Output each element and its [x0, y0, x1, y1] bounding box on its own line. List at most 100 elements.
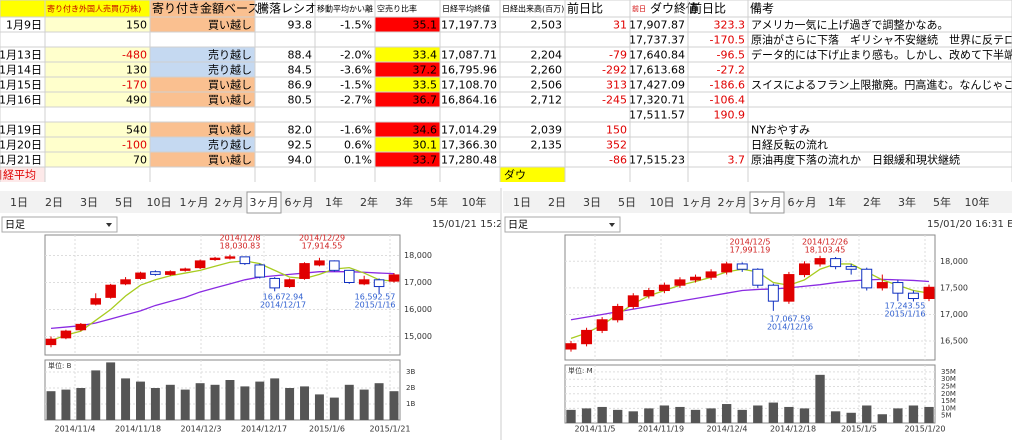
- tab[interactable]: 1ヶ月: [683, 196, 712, 209]
- tab[interactable]: 10年: [965, 195, 990, 209]
- tab[interactable]: 10日: [147, 196, 172, 209]
- candle-body: [907, 292, 919, 300]
- candle-body: [90, 298, 102, 305]
- candle-body: [45, 338, 57, 346]
- y-tick-label: 17,500: [940, 283, 968, 292]
- header-cell-text: 騰落レシオ: [257, 1, 317, 16]
- cell-bg: [375, 77, 440, 92]
- low-value: 16,592.57: [355, 293, 396, 302]
- x-tick-label: 2015/1/5: [841, 425, 877, 434]
- candle-body: [388, 274, 400, 282]
- remark: 原油がさらに下落 ギリシャ不安継続 世界に反テロデモ: [751, 33, 1012, 47]
- tab[interactable]: 2ヶ月: [215, 196, 244, 209]
- tab[interactable]: 3年: [395, 195, 413, 209]
- cell-text: 17,511.57: [629, 109, 685, 122]
- header-cell-text: 寄り付き外国人売買(万株): [47, 4, 141, 14]
- y-tick-label: 18,000: [940, 257, 968, 266]
- cell-text: 2,204: [531, 49, 563, 62]
- cell-text: 2,712: [531, 94, 563, 107]
- cell-bg: [45, 17, 150, 32]
- candle-body: [814, 258, 826, 265]
- volume-bar: [566, 409, 576, 423]
- cell-text: 2,135: [531, 139, 563, 152]
- candle-body: [120, 279, 131, 285]
- volume-bar: [240, 386, 250, 420]
- period: 日足: [508, 219, 528, 231]
- candle-body: [254, 264, 266, 278]
- cell-text: 17,366.30: [441, 139, 497, 152]
- tab[interactable]: 3日: [80, 196, 98, 209]
- candle-body: [876, 282, 888, 289]
- volume-bar: [924, 406, 934, 423]
- cell-text: -100: [122, 139, 147, 152]
- cell-bg: [375, 47, 440, 62]
- cell-text: 93.8: [288, 19, 313, 32]
- tab[interactable]: 6ヶ月: [788, 196, 817, 209]
- candle-body: [165, 271, 176, 275]
- tab-selected: [246, 191, 282, 214]
- tab[interactable]: 5年: [933, 195, 951, 209]
- tab[interactable]: 2ヶ月: [718, 196, 747, 209]
- volume-bar: [768, 402, 779, 423]
- tab[interactable]: 2日: [548, 196, 566, 209]
- cell-text: 買い越し: [208, 153, 252, 167]
- tab[interactable]: 10日: [650, 196, 675, 209]
- cell-text: 1月21日: [0, 154, 42, 167]
- cell-text: 34.6: [413, 124, 438, 137]
- tab[interactable]: 2年: [863, 195, 881, 209]
- candle-body: [736, 263, 748, 270]
- tab[interactable]: 5日: [115, 196, 133, 209]
- cell-bg: [45, 62, 150, 77]
- volume-bar: [329, 397, 339, 420]
- cell-text: 16,864.16: [441, 94, 497, 107]
- tab[interactable]: 5日: [618, 196, 636, 209]
- tab[interactable]: 3日: [583, 196, 601, 209]
- cell-text: 3.7: [728, 154, 746, 167]
- candle-body: [269, 277, 280, 289]
- volume-bar: [659, 405, 670, 423]
- cell-bg: [375, 137, 440, 152]
- cell-text: 82.0: [288, 124, 313, 137]
- period-select[interactable]: [1, 216, 118, 233]
- volume-bar: [893, 408, 903, 423]
- low-date: 2014/12/16: [767, 323, 813, 332]
- tab[interactable]: 5年: [430, 195, 448, 209]
- cell-text: 36.7: [413, 94, 438, 107]
- footer-label: ダウ: [504, 168, 526, 182]
- tab[interactable]: 1年: [325, 195, 343, 209]
- cell-text: 86.9: [288, 79, 313, 92]
- tab[interactable]: 1日: [10, 196, 28, 209]
- tab[interactable]: 10年: [462, 195, 487, 209]
- cell-text: 17,907.87: [629, 19, 685, 32]
- y-tick-label: 20M: [941, 390, 956, 398]
- volume-bar: [799, 408, 810, 423]
- volume-bar: [225, 380, 235, 420]
- remark: スイスによるフラン上限撤廃。円高進む。なんじゃこりゃ。: [751, 78, 1012, 92]
- cell-text: 17,613.68: [629, 64, 685, 77]
- cell-text: -2.0%: [340, 49, 372, 62]
- candle-body: [60, 330, 72, 339]
- cell-text: 17,108.70: [441, 79, 497, 92]
- cell-text: -3.6%: [340, 64, 372, 77]
- tab[interactable]: 1年: [828, 195, 846, 209]
- high-value: 17,914.55: [302, 242, 343, 251]
- tab[interactable]: 2日: [45, 196, 63, 209]
- tab[interactable]: 3ヶ月: [250, 196, 279, 209]
- candle-body: [783, 274, 795, 302]
- period-select[interactable]: [504, 216, 621, 233]
- cell-text: 190.9: [714, 109, 746, 122]
- tab[interactable]: 1日: [513, 196, 531, 209]
- volume-bar: [300, 386, 309, 420]
- cell-text: -292: [602, 64, 627, 77]
- tab[interactable]: 1ヶ月: [180, 196, 209, 209]
- volume-bar: [908, 405, 919, 423]
- candle-body: [343, 269, 355, 284]
- remark: 原油再度下落の流れか 日銀緩和現状継続: [751, 153, 960, 167]
- tab[interactable]: 6ヶ月: [285, 196, 314, 209]
- cell-text: 1月9日: [6, 19, 42, 32]
- cell-text: 17,280.48: [441, 154, 497, 167]
- tab[interactable]: 3年: [898, 195, 916, 209]
- cell-text: 17,087.71: [441, 49, 497, 62]
- tab[interactable]: 3ヶ月: [753, 196, 782, 209]
- tab[interactable]: 2年: [360, 195, 378, 209]
